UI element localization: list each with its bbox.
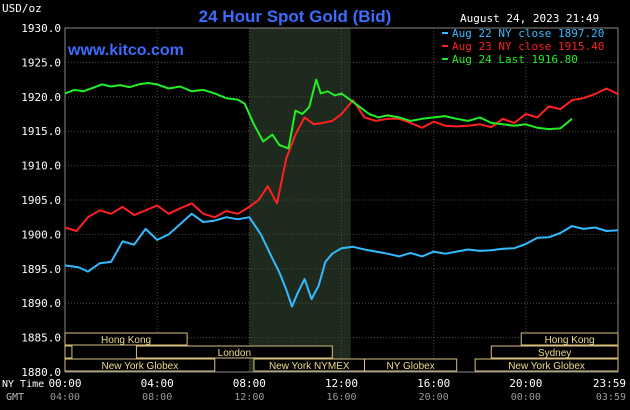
session-bars: Hong Kong Hong Kong London Sydney New York G… (64, 332, 619, 372)
grid-lines (64, 27, 619, 373)
session-sydney-label: Sydney (538, 348, 571, 359)
chart-title: 24 Hour Spot Gold (Bid) (199, 7, 392, 26)
session-ny-globex-2-box (364, 358, 458, 372)
y-tick-label: 1885.0 (21, 332, 61, 345)
session-ny-globex-3-label: New York Globex (508, 361, 585, 372)
session-ny-nymex-label: New York NYMEX (269, 361, 350, 372)
y-tick-label: 1910.0 (21, 160, 61, 173)
x-tick-gmt: 00:00 (511, 392, 541, 403)
session-hongkong-2: Hong Kong (520, 332, 619, 346)
y-tick-label: 1900.0 (21, 228, 61, 241)
x-tick-ny: 16:00 (417, 377, 450, 390)
legend-item: Aug 24 Last 1916.80 (452, 53, 578, 66)
session-hongkong-2-label: Hong Kong (545, 335, 595, 346)
legend-item: Aug 22 NY close 1897.20 (452, 27, 604, 40)
y-tick-label: 1905.0 (21, 194, 61, 207)
y-tick-label: 1920.0 (21, 91, 61, 104)
series-line-2 (64, 87, 619, 232)
series-line-3 (64, 78, 573, 150)
y-tick-label: 1880.0 (21, 366, 61, 379)
session-sydney-stub-box (64, 345, 73, 359)
y-tick-label: 1895.0 (21, 263, 61, 276)
session-ny-globex-3-box (474, 358, 619, 372)
session-sydney-box (490, 345, 619, 359)
x-tick-gmt: 12:00 (234, 392, 264, 403)
x-tick-ny: 23:59 (593, 377, 626, 390)
x-tick-ny: 08:00 (233, 377, 266, 390)
session-ny-nymex: New York NYMEX (253, 358, 366, 372)
session-hongkong-2-box (520, 332, 619, 346)
x-tick-gmt: 16:00 (326, 392, 356, 403)
x-tick-labels: 00:00 04:00 08:00 12:00 16:00 20:00 23:59 04:00… (48, 377, 626, 403)
y-tick-label: 1890.0 (21, 297, 61, 310)
session-ny-globex-3: New York Globex (474, 358, 619, 372)
watermark-link[interactable]: www.kitco.com (67, 42, 184, 59)
session-ny-globex-1-label: New York Globex (102, 361, 179, 372)
session-london-label: London (218, 348, 251, 359)
x-tick-gmt: 20:00 (419, 392, 449, 403)
series-lines (64, 78, 619, 308)
gmt-label: GMT (6, 392, 24, 403)
x-tick-ny: 00:00 (48, 377, 81, 390)
session-london-box (135, 345, 333, 359)
x-tick-gmt: 08:00 (142, 392, 172, 403)
legend-item: Aug 23 NY close 1915.40 (452, 40, 604, 53)
session-sydney: Sydney (490, 345, 619, 359)
y-tick-label: 1915.0 (21, 125, 61, 138)
session-ny-globex-1: New York Globex (64, 358, 216, 372)
ny-time-label: NY Time (2, 379, 44, 390)
session-london: London (135, 345, 333, 359)
y-tick-label: 1925.0 (21, 56, 61, 69)
y-tick-labels: 1930.0 1925.0 1920.0 1915.0 1910.0 1905.0 1900… (21, 22, 61, 379)
session-ny-globex-2: NY Globex (364, 358, 458, 372)
x-tick-gmt: 03:59 (596, 392, 626, 403)
timestamp: August 24, 2023 21:49 (460, 12, 599, 25)
x-tick-ny: 20:00 (509, 377, 542, 390)
y-tick-label: 1930.0 (21, 22, 61, 35)
series-line-1 (64, 212, 619, 308)
x-tick-gmt: 04:00 (50, 392, 80, 403)
session-hongkong-1: Hong Kong (64, 332, 188, 346)
x-tick-ny: 12:00 (325, 377, 358, 390)
unit-label: USD/oz (2, 2, 42, 15)
plot-border (64, 27, 619, 373)
session-sydney-stub (64, 345, 73, 359)
session-hongkong-1-box (64, 332, 188, 346)
x-tick-ny: 04:00 (141, 377, 174, 390)
session-ny-globex-1-box (64, 358, 216, 372)
session-hongkong-1-label: Hong Kong (101, 335, 151, 346)
session-ny-globex-2-label: NY Globex (387, 361, 435, 372)
